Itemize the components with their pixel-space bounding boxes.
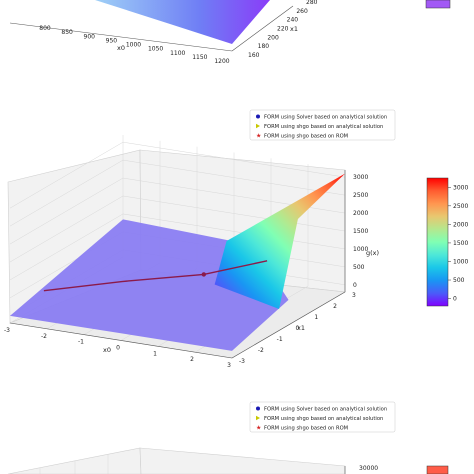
top-x-tick-label: 950 xyxy=(106,37,118,44)
middle-panel: -3 -2 -1 0 1 2 3 x0 -3 -2 -1 0 1 2 3 x1 0 500 1000 1500… xyxy=(4,109,468,369)
colorbar-tick-label: 2000 xyxy=(453,221,468,228)
bottom-legend-marker-shgo xyxy=(256,415,260,421)
bottom-back-right-pane xyxy=(139,447,346,474)
middle-x-axis-label: x0 xyxy=(103,346,111,354)
legend-label-shgo: FORM using shgo based on analytical solu… xyxy=(264,124,383,130)
top-y-axis-label: x1 xyxy=(290,25,298,33)
middle-y-tick-label: 0 xyxy=(296,325,300,332)
top-y-tick-label: 200 xyxy=(267,34,279,41)
middle-z-tick-label: 3000 xyxy=(353,174,368,181)
top-x-axis-line xyxy=(9,22,233,52)
bottom-back-left-pane xyxy=(7,447,142,474)
bottom-legend-box xyxy=(249,401,396,433)
middle-colorbar: 0 500 1000 1500 2000 2500 3000 xyxy=(426,177,468,307)
colorbar-tick-label: 0 xyxy=(453,296,457,303)
legend-label-solver: FORM using Solver based on analytical so… xyxy=(264,114,387,120)
middle-z-tick-label: 1000 xyxy=(353,246,368,253)
bottom-panel: 30000 ★ FORM using Solver based on analy… xyxy=(7,401,449,474)
top-x-tick-label: 900 xyxy=(84,33,96,40)
top-x-tick-label: 1100 xyxy=(170,50,185,57)
top-y-tick-label: 280 xyxy=(306,0,318,6)
surface-upper-sheet xyxy=(214,173,345,309)
top-surface xyxy=(95,0,270,44)
middle-z-axis-label: g(x) xyxy=(366,249,379,257)
middle-x-tick-label: 2 xyxy=(190,356,194,363)
top-x-tick-label: 1000 xyxy=(126,42,141,49)
top-x-tick-label: 1150 xyxy=(192,54,207,61)
top-colorbar-bottom xyxy=(425,0,451,9)
middle-x-ticks: -3 -2 -1 0 1 2 3 xyxy=(4,327,231,369)
middle-z-ticks: 0 500 1000 1500 2000 2500 3000 xyxy=(353,174,368,289)
middle-z-tick-label: 2500 xyxy=(353,192,368,199)
top-y-tick-label: 240 xyxy=(287,17,299,24)
top-x-tick-label: 850 xyxy=(61,29,73,36)
middle-y-tick-label: -1 xyxy=(277,336,283,343)
bottom-legend-label-rom: FORM using shgo based on ROM xyxy=(264,425,348,431)
middle-y-tick-label: 2 xyxy=(333,303,337,310)
legend-marker-solver xyxy=(256,114,260,119)
form-iteration-path xyxy=(43,260,268,292)
middle-y-tick-label: 3 xyxy=(352,292,356,299)
middle-z-tick-label: 0 xyxy=(353,282,357,289)
middle-y-ticks: -3 -2 -1 0 1 2 3 xyxy=(239,292,356,365)
middle-y-tick-label: -3 xyxy=(239,358,245,365)
top-x-tick-label: 1050 xyxy=(148,46,163,53)
bottom-z-tick-label: 30000 xyxy=(359,465,378,472)
bottom-legend-label-solver: FORM using Solver based on analytical so… xyxy=(264,406,387,412)
surface-lower-sheet xyxy=(10,219,289,351)
colorbar-tick-label: 2500 xyxy=(453,203,468,210)
bottom-colorbar-top xyxy=(426,465,449,474)
middle-y-axis-line xyxy=(231,291,346,359)
top-y-tick-label: 220 xyxy=(277,26,289,33)
bottom-legend-marker-solver xyxy=(256,406,260,411)
middle-x-axis-line xyxy=(9,322,233,359)
top-x-tick-label: 800 xyxy=(39,25,51,32)
legend-marker-shgo xyxy=(256,123,260,129)
colorbar-tick-label: 1000 xyxy=(453,258,468,265)
middle-z-tick-label: 2000 xyxy=(353,210,368,217)
colorbar-tick-label: 3000 xyxy=(453,184,468,191)
colorbar-tick-label: 500 xyxy=(453,277,465,284)
colorbar-ticks: 0 500 1000 1500 2000 2500 3000 xyxy=(448,184,468,303)
top-x-ticks: 800 850 900 950 1000 1050 1100 1150 1200 xyxy=(39,25,230,65)
middle-y-axis-label: x1 xyxy=(297,324,305,332)
middle-legend: ★ FORM using Solver based on analytical … xyxy=(249,109,396,141)
colorbar-tick-label: 1500 xyxy=(453,240,468,247)
middle-x-tick-label: 1 xyxy=(153,350,157,357)
middle-y-tick-label: 1 xyxy=(314,314,318,321)
legend-label-rom: FORM using shgo based on ROM xyxy=(264,133,348,139)
top-y-tick-label: 180 xyxy=(258,43,270,50)
middle-y-tick-label: -2 xyxy=(258,347,264,354)
middle-x-tick-label: -3 xyxy=(4,327,10,334)
middle-x-tick-label: -1 xyxy=(78,339,84,346)
middle-x-tick-label: 3 xyxy=(227,362,231,369)
top-x-axis-label: x0 xyxy=(117,44,125,52)
bottom-legend-label-shgo: FORM using shgo based on analytical solu… xyxy=(264,416,383,422)
form-design-point xyxy=(201,272,206,277)
bottom-legend-marker-rom: ★ xyxy=(256,425,261,432)
top-y-tick-label: 260 xyxy=(296,8,308,15)
middle-z-tick-label: 1500 xyxy=(353,228,368,235)
colorbar xyxy=(426,177,449,307)
middle-x-tick-label: -2 xyxy=(41,333,47,340)
top-y-axis-line xyxy=(231,5,294,52)
bottom-legend: ★ FORM using Solver based on analytical … xyxy=(249,401,396,433)
middle-legend-box xyxy=(249,109,396,141)
top-y-tick-label: 160 xyxy=(248,52,260,59)
bottom-z-ticks: 30000 xyxy=(359,465,378,472)
legend-marker-rom: ★ xyxy=(256,133,261,140)
bottom-grid xyxy=(39,454,109,474)
middle-z-tick-label: 500 xyxy=(353,264,365,271)
top-x-tick-label: 1200 xyxy=(214,58,229,65)
middle-x-tick-label: 0 xyxy=(116,345,120,352)
